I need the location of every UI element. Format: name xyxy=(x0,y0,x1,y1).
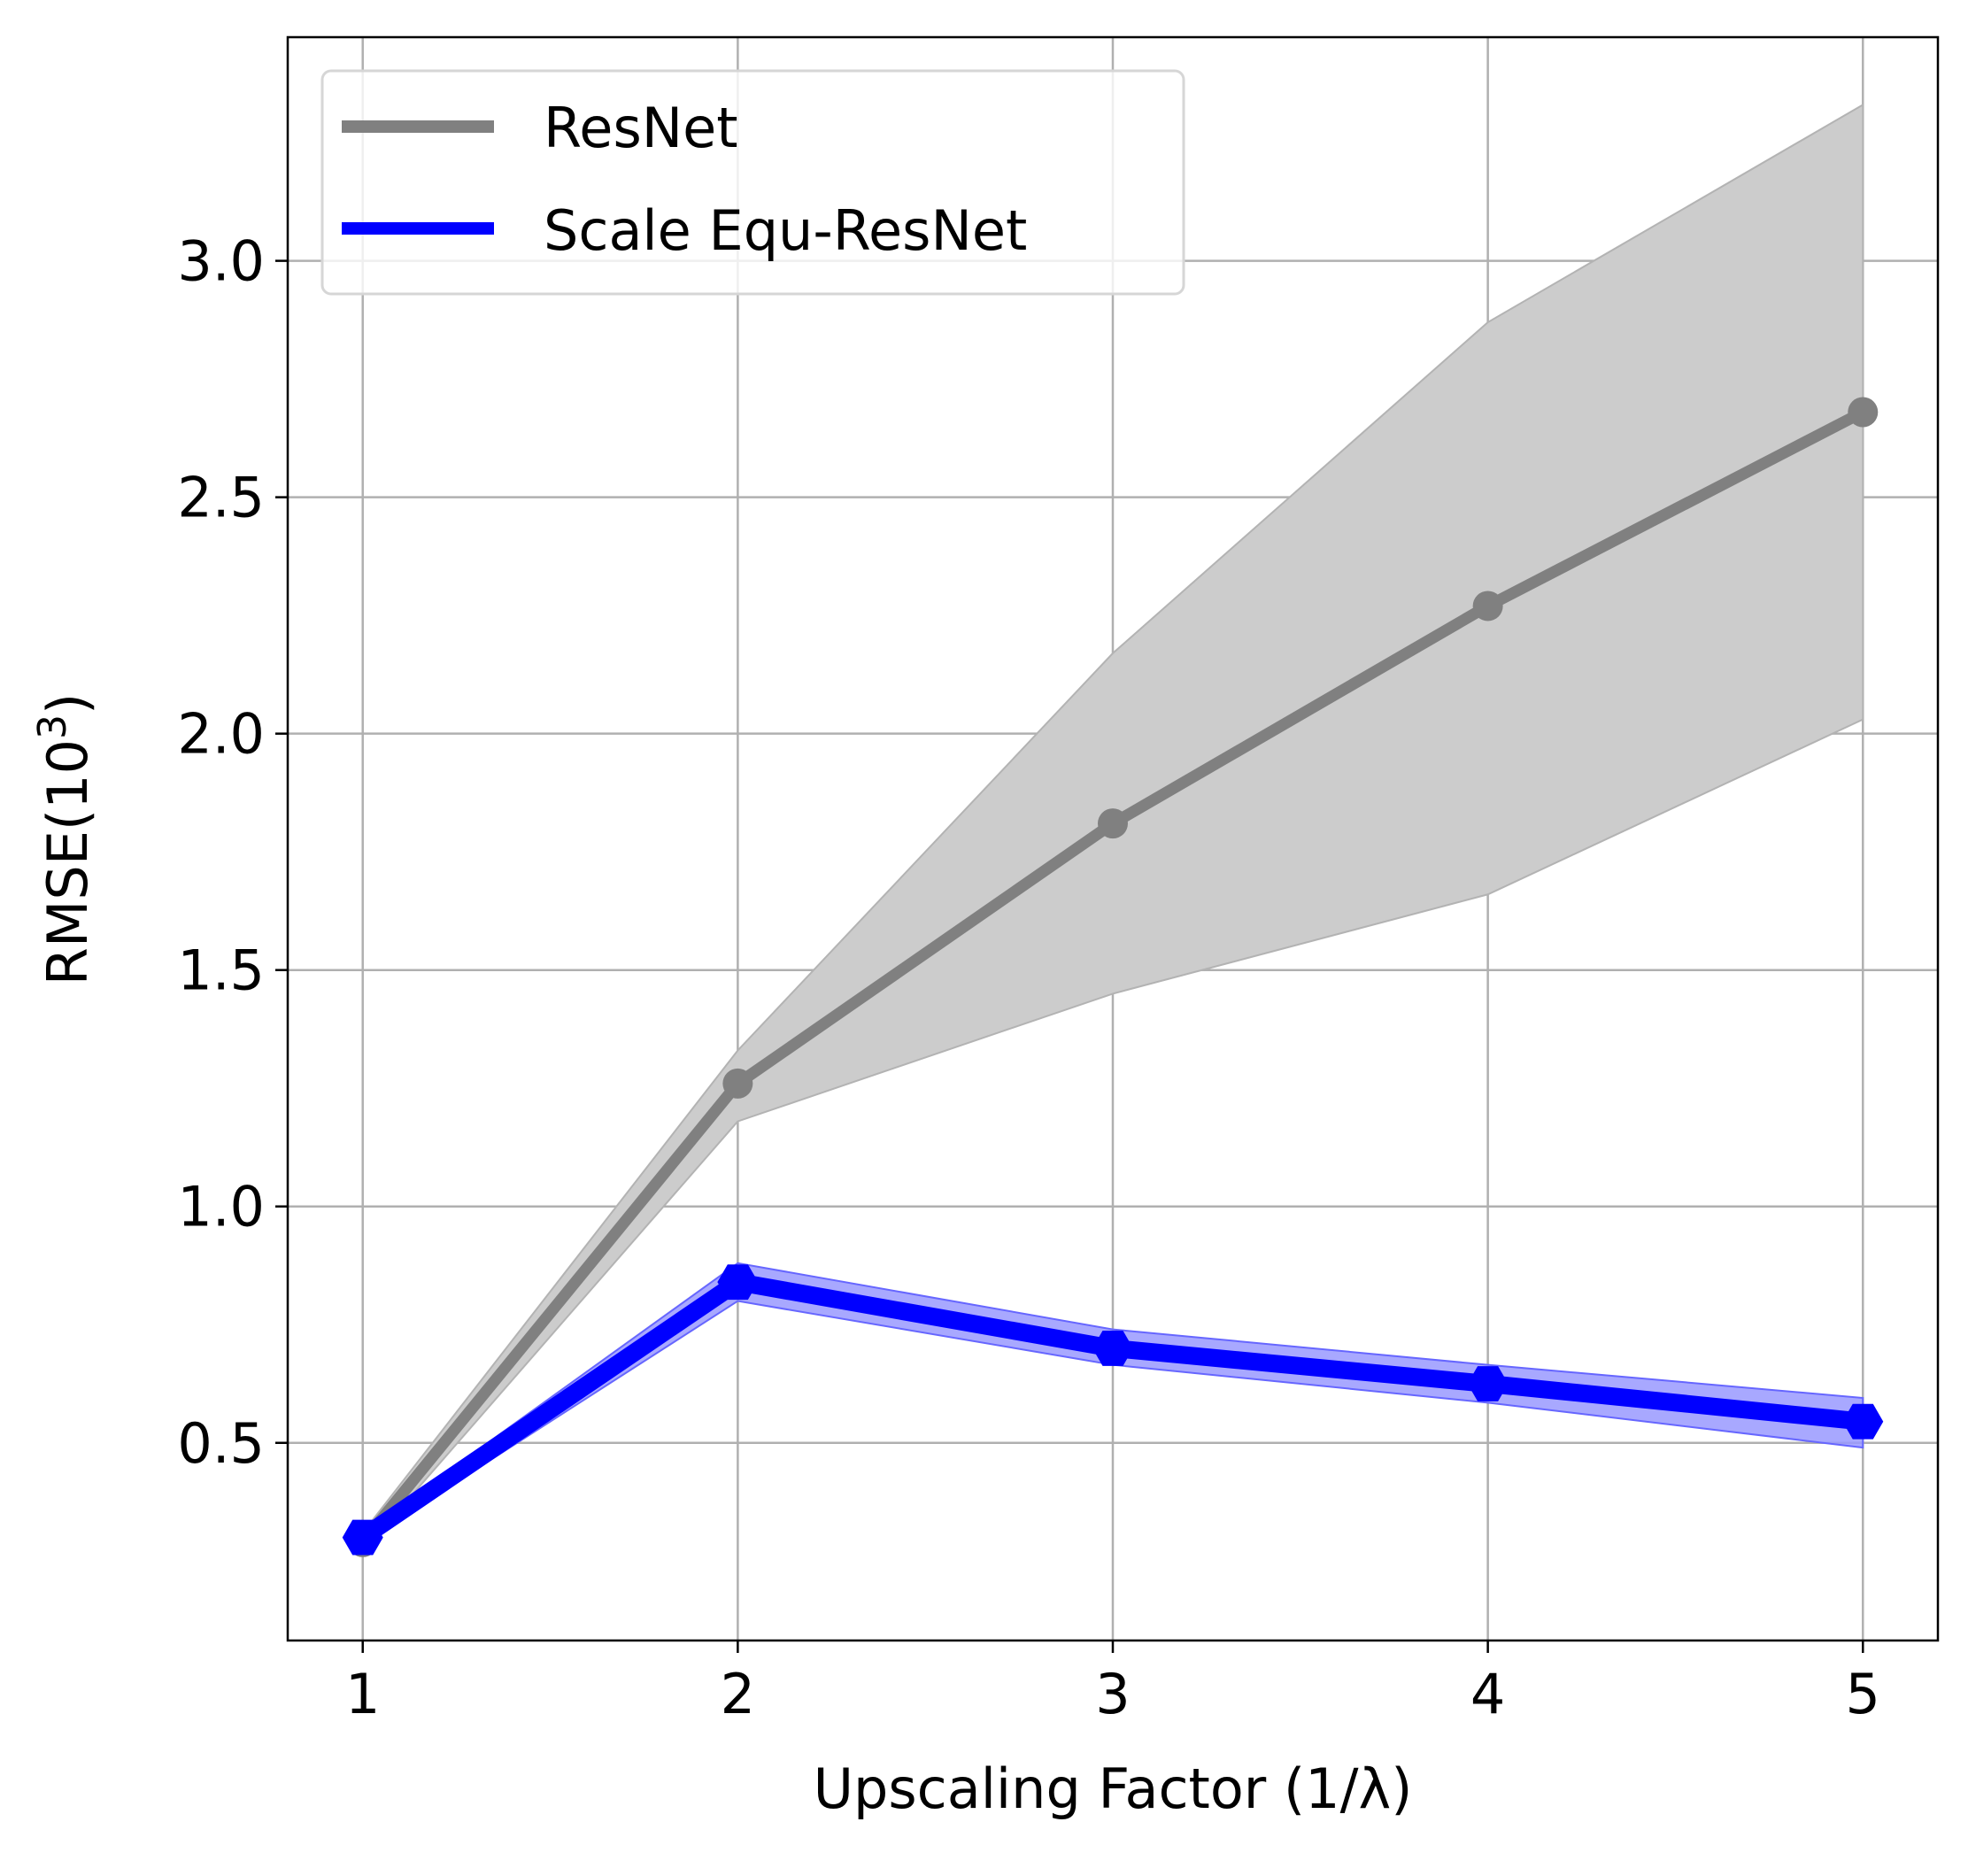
x-axis-label: Upscaling Factor (1/λ) xyxy=(814,1756,1413,1821)
y-axis-label-main: RMSE(10 xyxy=(35,739,100,985)
y-tick-label: 0.5 xyxy=(177,1411,265,1476)
y-tick-label: 1.0 xyxy=(177,1175,265,1239)
legend: ResNet Scale Equ-ResNet xyxy=(320,69,1185,296)
x-tick-label: 4 xyxy=(1470,1662,1505,1726)
x-tick-label: 3 xyxy=(1095,1662,1130,1726)
data-point-resnet xyxy=(1098,808,1128,839)
y-tick-label: 3.0 xyxy=(177,229,265,294)
data-point-resnet xyxy=(722,1068,753,1099)
data-point-scale-equ-resnet xyxy=(1467,1366,1509,1401)
legend-label-scale-equ-resnet: Scale Equ-ResNet xyxy=(544,198,1027,263)
legend-label-resnet: ResNet xyxy=(544,96,738,160)
x-tick-label: 1 xyxy=(345,1662,380,1726)
data-point-resnet xyxy=(1472,591,1503,621)
axis-ticks: 1 2 3 4 5 0.5 1.0 1.5 2.0 2.5 3.0 xyxy=(177,229,1880,1726)
x-tick-label: 2 xyxy=(721,1662,755,1726)
data-point-scale-equ-resnet xyxy=(1842,1403,1884,1440)
y-axis-label-exponent: 3 xyxy=(30,714,75,739)
data-point-scale-equ-resnet xyxy=(1092,1331,1133,1366)
y-axis-label: RMSE(103) xyxy=(30,693,100,985)
y-tick-label: 2.0 xyxy=(177,702,265,767)
y-tick-label: 2.5 xyxy=(177,466,265,530)
series-markers xyxy=(342,397,1884,1557)
y-tick-label: 1.5 xyxy=(177,938,265,1003)
x-tick-label: 5 xyxy=(1846,1662,1880,1726)
data-point-scale-equ-resnet xyxy=(717,1264,759,1301)
y-axis-label-close: ) xyxy=(35,693,100,714)
data-point-resnet xyxy=(1848,397,1879,428)
data-point-scale-equ-resnet xyxy=(342,1519,383,1556)
legend-box xyxy=(320,69,1185,296)
confidence-band-scale-equ-resnet xyxy=(361,1262,1864,1544)
